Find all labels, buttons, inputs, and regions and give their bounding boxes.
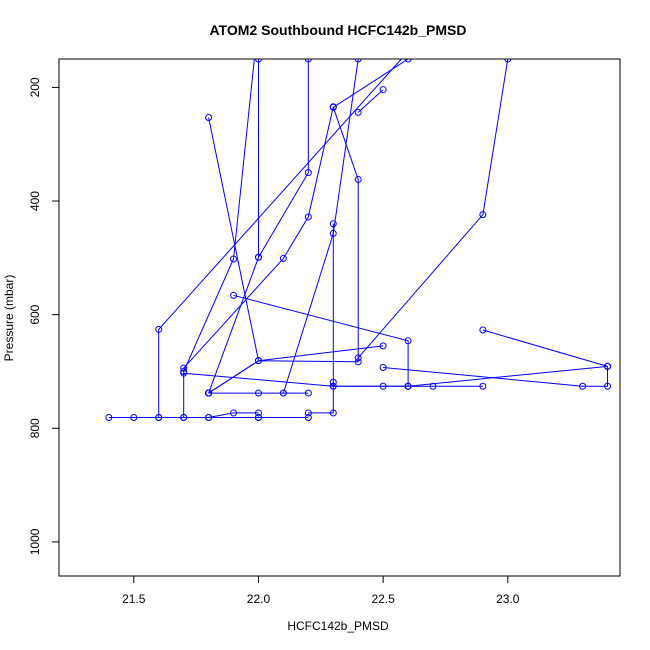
series-10 bbox=[254, 59, 262, 261]
data-point bbox=[479, 382, 487, 390]
data-point bbox=[254, 389, 262, 397]
y-axis-label: Pressure (mbar) bbox=[2, 275, 16, 362]
data-point bbox=[180, 413, 188, 421]
series-line bbox=[357, 59, 509, 359]
data-point bbox=[105, 413, 113, 421]
y-tick-label: 800 bbox=[28, 418, 42, 438]
series-16 bbox=[479, 326, 612, 370]
series-line bbox=[208, 412, 259, 418]
y-tick-label: 400 bbox=[28, 191, 42, 211]
data-point bbox=[329, 103, 337, 111]
data-point bbox=[254, 413, 262, 421]
data-point bbox=[155, 325, 163, 333]
series-12 bbox=[279, 59, 362, 397]
series-line bbox=[282, 59, 359, 394]
data-point bbox=[404, 382, 412, 390]
data-point bbox=[604, 382, 612, 390]
data-point bbox=[504, 59, 512, 63]
series-line bbox=[208, 117, 259, 361]
data-point bbox=[354, 358, 362, 366]
data-point bbox=[155, 413, 163, 421]
data-point bbox=[304, 413, 312, 421]
series-18 bbox=[205, 342, 387, 397]
series-line bbox=[308, 223, 334, 414]
series-2 bbox=[155, 59, 403, 421]
data-point bbox=[254, 59, 262, 63]
x-axis-label: HCFC142b_PMSD bbox=[287, 619, 389, 633]
series-5 bbox=[205, 389, 312, 397]
series-line bbox=[158, 59, 403, 418]
series-19 bbox=[354, 86, 387, 116]
series-line bbox=[208, 345, 384, 394]
data-point bbox=[304, 213, 312, 221]
data-point bbox=[304, 169, 312, 177]
y-axis: 200 400 600 800 1000 bbox=[28, 77, 60, 555]
series-line bbox=[482, 329, 608, 367]
data-point bbox=[254, 253, 262, 261]
data-point bbox=[205, 389, 213, 397]
series-20 bbox=[180, 369, 412, 390]
data-point bbox=[354, 354, 362, 362]
series-line bbox=[357, 89, 384, 113]
y-tick-label: 1000 bbox=[28, 528, 42, 555]
data-point bbox=[329, 409, 337, 417]
data-point bbox=[304, 389, 312, 397]
data-point bbox=[180, 369, 188, 377]
series-7 bbox=[180, 103, 337, 372]
data-point bbox=[379, 363, 387, 371]
x-tick-label: 21.5 bbox=[122, 592, 146, 606]
series-21 bbox=[254, 413, 312, 421]
series-line bbox=[208, 59, 309, 394]
series-line bbox=[183, 106, 334, 369]
data-point bbox=[329, 382, 337, 390]
data-point bbox=[230, 409, 238, 417]
data-point bbox=[379, 342, 387, 350]
data-point bbox=[304, 409, 312, 417]
data-point bbox=[404, 337, 412, 345]
x-tick-label: 23.0 bbox=[496, 592, 520, 606]
data-point bbox=[379, 86, 387, 94]
data-point bbox=[329, 220, 337, 228]
data-point bbox=[304, 59, 312, 63]
data-point bbox=[180, 364, 188, 372]
data-point bbox=[354, 175, 362, 183]
data-point bbox=[404, 59, 412, 63]
data-point bbox=[205, 114, 213, 122]
data-point bbox=[254, 409, 262, 417]
data-point bbox=[479, 326, 487, 334]
series-line bbox=[183, 372, 409, 387]
y-tick-label: 600 bbox=[28, 304, 42, 324]
data-point bbox=[254, 357, 262, 365]
plot-frame bbox=[58, 58, 621, 577]
series-17 bbox=[354, 59, 512, 362]
series-line bbox=[383, 366, 608, 387]
data-point bbox=[230, 291, 238, 299]
data-point bbox=[230, 255, 238, 263]
data-point bbox=[279, 254, 287, 262]
x-tick-label: 22.5 bbox=[371, 592, 395, 606]
series-line bbox=[233, 294, 608, 387]
series-9 bbox=[230, 291, 612, 390]
chart-title: ATOM2 Southbound HCFC142b_PMSD bbox=[210, 22, 467, 38]
data-point bbox=[579, 382, 587, 390]
data-point bbox=[429, 382, 437, 390]
data-point bbox=[279, 389, 287, 397]
series-line bbox=[183, 59, 255, 418]
data-point bbox=[329, 378, 337, 386]
series-3 bbox=[180, 59, 255, 421]
x-axis: 21.5 22.0 22.5 23.0 bbox=[122, 575, 520, 606]
data-point bbox=[130, 413, 138, 421]
data-point bbox=[354, 108, 362, 116]
series-4 bbox=[205, 409, 262, 421]
data-point bbox=[604, 362, 612, 370]
x-tick-label: 22.0 bbox=[247, 592, 271, 606]
data-point bbox=[479, 211, 487, 219]
y-tick-label: 200 bbox=[28, 77, 42, 97]
data-point bbox=[205, 413, 213, 421]
data-point bbox=[354, 59, 362, 63]
series-layer bbox=[105, 59, 612, 421]
series-13 bbox=[304, 220, 337, 417]
